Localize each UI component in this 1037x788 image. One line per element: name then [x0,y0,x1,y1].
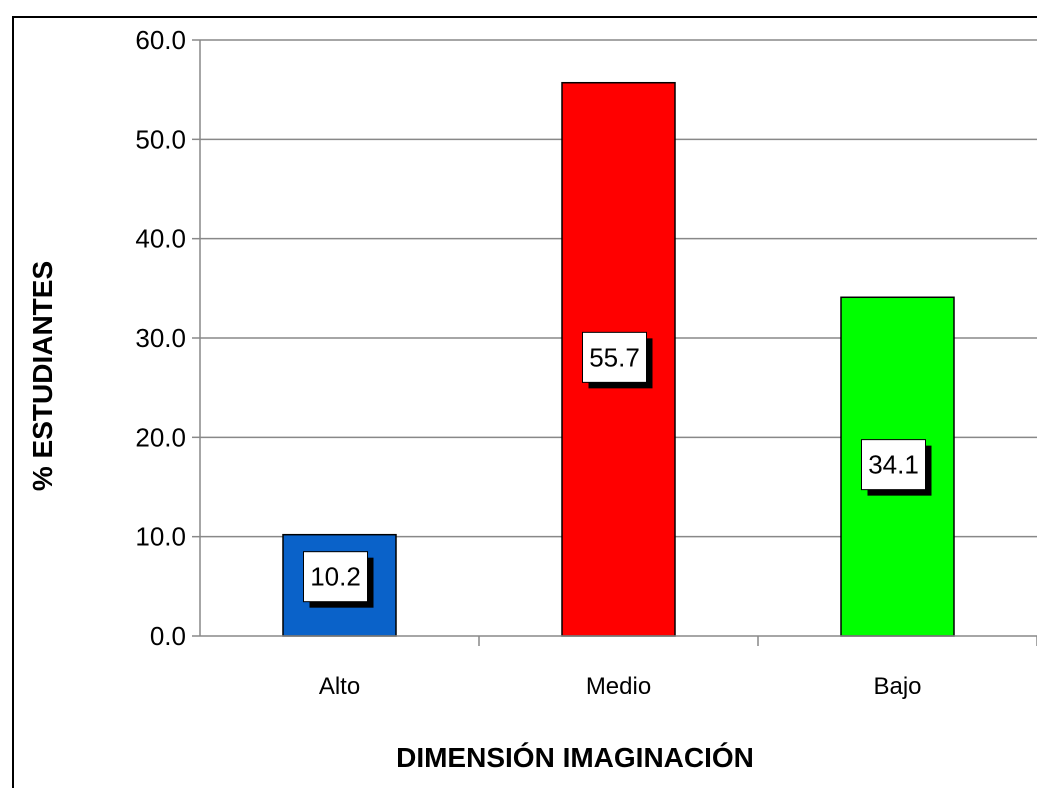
y-tick-label: 10.0 [135,522,186,552]
x-tick-labels: Alto Medio Bajo [319,673,922,700]
y-axis-title: % ESTUDIANTES [27,261,58,491]
data-label-box [861,439,926,491]
x-tick-label: Alto [319,673,360,700]
data-labels: 10.2 55.7 34.1 [303,331,932,608]
data-label: 34.1 [868,450,919,480]
x-tick-label: Medio [586,673,651,700]
data-label: 10.2 [310,562,361,592]
y-tick-labels: 0.0 10.0 20.0 30.0 40.0 50.0 60.0 [135,25,186,651]
y-tick-label: 40.0 [135,224,186,254]
y-tick-label: 30.0 [135,323,186,353]
x-axis-title: DIMENSIÓN IMAGINACIÓN [396,742,754,773]
x-tick-label: Bajo [873,673,921,700]
y-tick-label: 50.0 [135,124,186,154]
data-label-box [303,551,368,603]
data-label-box [582,331,647,383]
axes [192,39,1037,646]
y-tick-label: 20.0 [135,422,186,452]
y-tick-label: 0.0 [150,621,186,651]
data-label: 55.7 [589,342,640,372]
y-tick-label: 60.0 [135,25,186,55]
